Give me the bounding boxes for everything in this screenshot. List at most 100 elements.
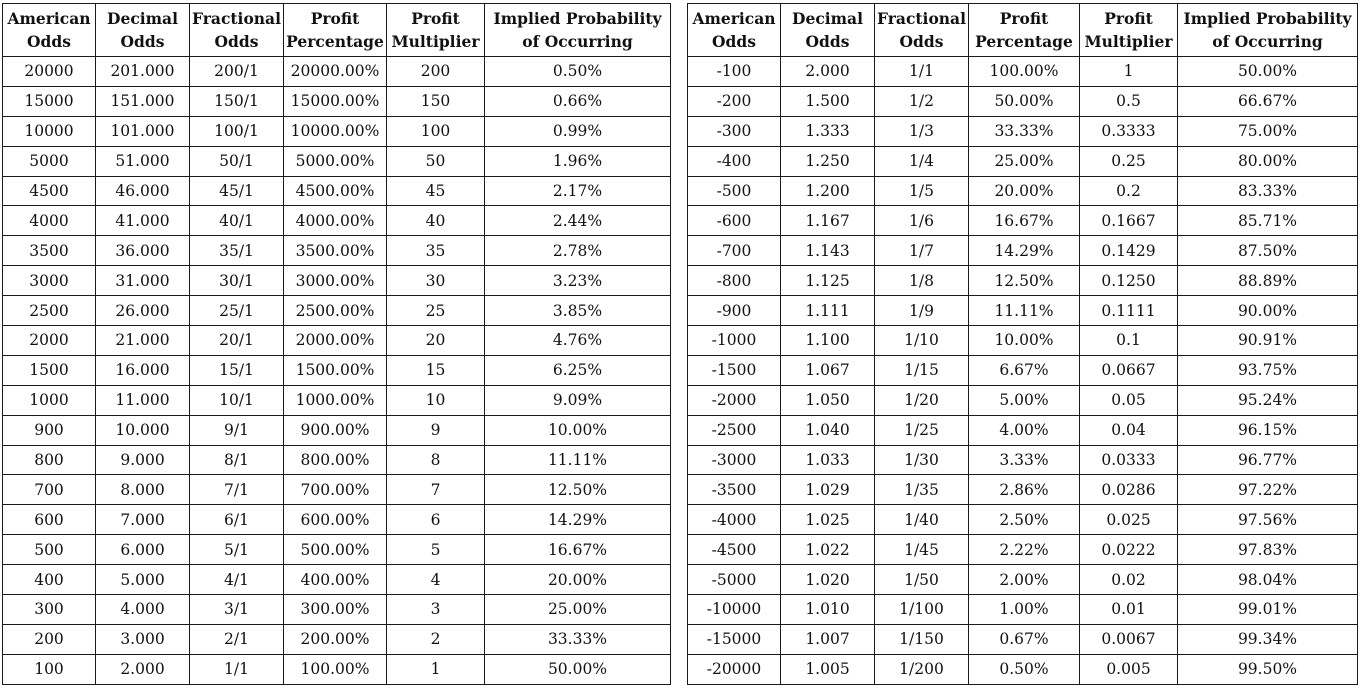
table-row: -200 1.500 1/2 50.00% 0.5 66.67% (687, 85, 1358, 117)
cell-decimal-odds: 16.000 (95, 354, 190, 386)
table-row: -600 1.167 1/6 16.67% 0.1667 85.71% (687, 205, 1358, 237)
cell-decimal-odds: 1.143 (780, 235, 875, 267)
cell-decimal-odds: 1.250 (780, 145, 875, 177)
header-line: American (7, 9, 91, 28)
cell-implied-probability: 0.99% (484, 115, 671, 147)
cell-fractional-odds: 9/1 (189, 414, 284, 446)
cell-profit-multiplier: 100 (386, 115, 485, 147)
cell-decimal-odds: 10.000 (95, 414, 190, 446)
cell-american-odds: -700 (687, 235, 781, 267)
cell-profit-percentage: 15000.00% (283, 85, 387, 117)
cell-fractional-odds: 1/3 (874, 115, 969, 147)
header-line: Percentage (286, 32, 384, 51)
cell-implied-probability: 11.11% (484, 444, 671, 476)
cell-profit-percentage: 11.11% (968, 295, 1080, 327)
cell-implied-probability: 87.50% (1177, 235, 1358, 267)
table-row: 500 6.000 5/1 500.00% 5 16.67% (2, 534, 671, 566)
cell-fractional-odds: 40/1 (189, 205, 284, 237)
table-row: -500 1.200 1/5 20.00% 0.2 83.33% (687, 175, 1358, 207)
header-line: Fractional (192, 9, 281, 28)
cell-implied-probability: 85.71% (1177, 205, 1358, 237)
cell-decimal-odds: 1.020 (780, 564, 875, 596)
cell-fractional-odds: 1/20 (874, 384, 969, 416)
table-row: 1500 16.000 15/1 1500.00% 15 6.25% (2, 354, 671, 386)
cell-decimal-odds: 11.000 (95, 384, 190, 416)
table-row: -4500 1.022 1/45 2.22% 0.0222 97.83% (687, 534, 1358, 566)
table-row: 800 9.000 8/1 800.00% 8 11.11% (2, 444, 671, 476)
table-row: -20000 1.005 1/200 0.50% 0.005 99.50% (687, 653, 1358, 685)
cell-profit-percentage: 12.50% (968, 265, 1080, 297)
cell-profit-multiplier: 0.0333 (1079, 444, 1178, 476)
cell-american-odds: 100 (2, 653, 96, 685)
header-american-odds: American Odds (2, 3, 96, 57)
cell-profit-multiplier: 0.025 (1079, 504, 1178, 536)
cell-fractional-odds: 1/45 (874, 534, 969, 566)
header-line: of Occurring (1212, 32, 1323, 51)
cell-profit-multiplier: 0.0667 (1079, 354, 1178, 386)
cell-implied-probability: 14.29% (484, 504, 671, 536)
negative-odds-table: American Odds Decimal Odds Fractional Odds Pro… (687, 3, 1358, 685)
cell-implied-probability: 10.00% (484, 414, 671, 446)
cell-fractional-odds: 1/4 (874, 145, 969, 177)
cell-decimal-odds: 7.000 (95, 504, 190, 536)
header-line: Implied Probability (1183, 9, 1352, 28)
cell-profit-percentage: 20.00% (968, 175, 1080, 207)
cell-implied-probability: 75.00% (1177, 115, 1358, 147)
cell-decimal-odds: 1.007 (780, 623, 875, 655)
table-row: -2500 1.040 1/25 4.00% 0.04 96.15% (687, 414, 1358, 446)
cell-implied-probability: 95.24% (1177, 384, 1358, 416)
table-row: 3000 31.000 30/1 3000.00% 30 3.23% (2, 265, 671, 297)
cell-fractional-odds: 100/1 (189, 115, 284, 147)
table-row: -2000 1.050 1/20 5.00% 0.05 95.24% (687, 384, 1358, 416)
cell-decimal-odds: 21.000 (95, 325, 190, 356)
cell-decimal-odds: 2.000 (95, 653, 190, 685)
table-row: 20000 201.000 200/1 20000.00% 200 0.50% (2, 56, 671, 87)
cell-american-odds: 15000 (2, 85, 96, 117)
cell-implied-probability: 50.00% (484, 653, 671, 685)
cell-profit-multiplier: 200 (386, 56, 485, 87)
cell-implied-probability: 99.50% (1177, 653, 1358, 685)
cell-profit-percentage: 14.29% (968, 235, 1080, 267)
cell-decimal-odds: 1.022 (780, 534, 875, 566)
cell-fractional-odds: 30/1 (189, 265, 284, 297)
table-row: 5000 51.000 50/1 5000.00% 50 1.96% (2, 145, 671, 177)
cell-profit-percentage: 2.50% (968, 504, 1080, 536)
cell-profit-multiplier: 0.005 (1079, 653, 1178, 685)
header-profit-percentage: Profit Percentage (283, 3, 387, 57)
cell-american-odds: -500 (687, 175, 781, 207)
header-decimal-odds: Decimal Odds (95, 3, 190, 57)
table-row: 300 4.000 3/1 300.00% 3 25.00% (2, 594, 671, 625)
cell-american-odds: -3500 (687, 474, 781, 506)
cell-fractional-odds: 1/200 (874, 653, 969, 685)
cell-decimal-odds: 26.000 (95, 295, 190, 327)
table-row: 100 2.000 1/1 100.00% 1 50.00% (2, 653, 671, 685)
cell-american-odds: -400 (687, 145, 781, 177)
cell-american-odds: -800 (687, 265, 781, 297)
cell-implied-probability: 4.76% (484, 325, 671, 356)
cell-fractional-odds: 1/5 (874, 175, 969, 207)
cell-implied-probability: 0.50% (484, 56, 671, 87)
header-line: Odds (120, 32, 165, 51)
cell-american-odds: -5000 (687, 564, 781, 596)
cell-profit-percentage: 3000.00% (283, 265, 387, 297)
cell-american-odds: 200 (2, 623, 96, 655)
cell-fractional-odds: 6/1 (189, 504, 284, 536)
header-line: Profit (310, 9, 360, 28)
cell-decimal-odds: 5.000 (95, 564, 190, 596)
cell-decimal-odds: 51.000 (95, 145, 190, 177)
cell-decimal-odds: 1.125 (780, 265, 875, 297)
cell-decimal-odds: 1.500 (780, 85, 875, 117)
cell-fractional-odds: 5/1 (189, 534, 284, 566)
cell-american-odds: 3500 (2, 235, 96, 267)
cell-implied-probability: 97.83% (1177, 534, 1358, 566)
table-row: 700 8.000 7/1 700.00% 7 12.50% (2, 474, 671, 506)
table-row: 2500 26.000 25/1 2500.00% 25 3.85% (2, 295, 671, 327)
cell-american-odds: 2500 (2, 295, 96, 327)
table-row: 4000 41.000 40/1 4000.00% 40 2.44% (2, 205, 671, 237)
cell-profit-percentage: 800.00% (283, 444, 387, 476)
cell-decimal-odds: 9.000 (95, 444, 190, 476)
cell-american-odds: -10000 (687, 594, 781, 625)
cell-profit-percentage: 1.00% (968, 594, 1080, 625)
cell-profit-multiplier: 1 (1079, 56, 1178, 87)
cell-implied-probability: 16.67% (484, 534, 671, 566)
